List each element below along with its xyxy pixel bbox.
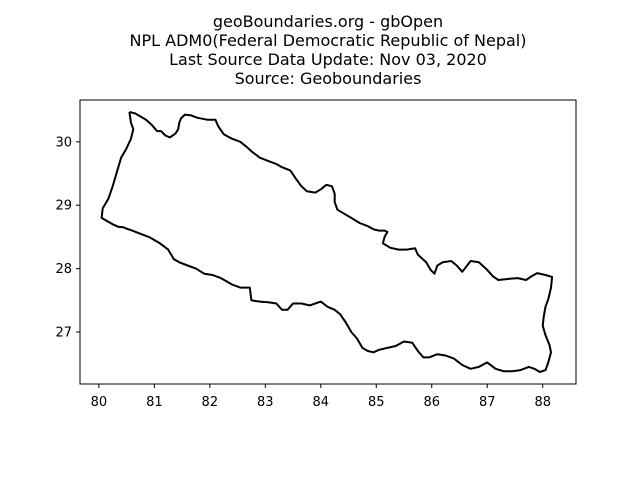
title-line-3: Last Source Data Update: Nov 03, 2020: [169, 50, 487, 69]
y-tick-label: 30: [55, 135, 72, 150]
x-tick-label: 86: [423, 395, 440, 410]
y-tick-label: 28: [55, 262, 72, 277]
x-tick-label: 83: [257, 395, 274, 410]
axes-frame: [79, 99, 577, 385]
x-tick-label: 87: [479, 395, 496, 410]
y-axis: 27 28 29 30: [55, 135, 80, 341]
figure-title: geoBoundaries.org - gbOpen NPL ADM0(Fede…: [0, 12, 640, 88]
x-tick-label: 80: [91, 395, 108, 410]
x-tick-label: 81: [146, 395, 163, 410]
title-line-4: Source: Geoboundaries: [234, 69, 422, 88]
title-line-1: geoBoundaries.org - gbOpen: [212, 12, 444, 31]
y-tick-label: 29: [55, 199, 72, 214]
x-tick-label: 82: [202, 395, 219, 410]
x-tick-label: 84: [313, 395, 330, 410]
y-tick-label: 27: [55, 326, 72, 341]
x-axis: 80 81 82 83 84 85 86 87 88: [91, 384, 551, 410]
country-boundary-line-0: [100, 111, 554, 373]
title-line-2: NPL ADM0(Federal Democratic Republic of …: [129, 31, 527, 50]
x-tick-label: 88: [534, 395, 551, 410]
boundary-layer: [100, 111, 554, 373]
x-tick-label: 85: [368, 395, 385, 410]
